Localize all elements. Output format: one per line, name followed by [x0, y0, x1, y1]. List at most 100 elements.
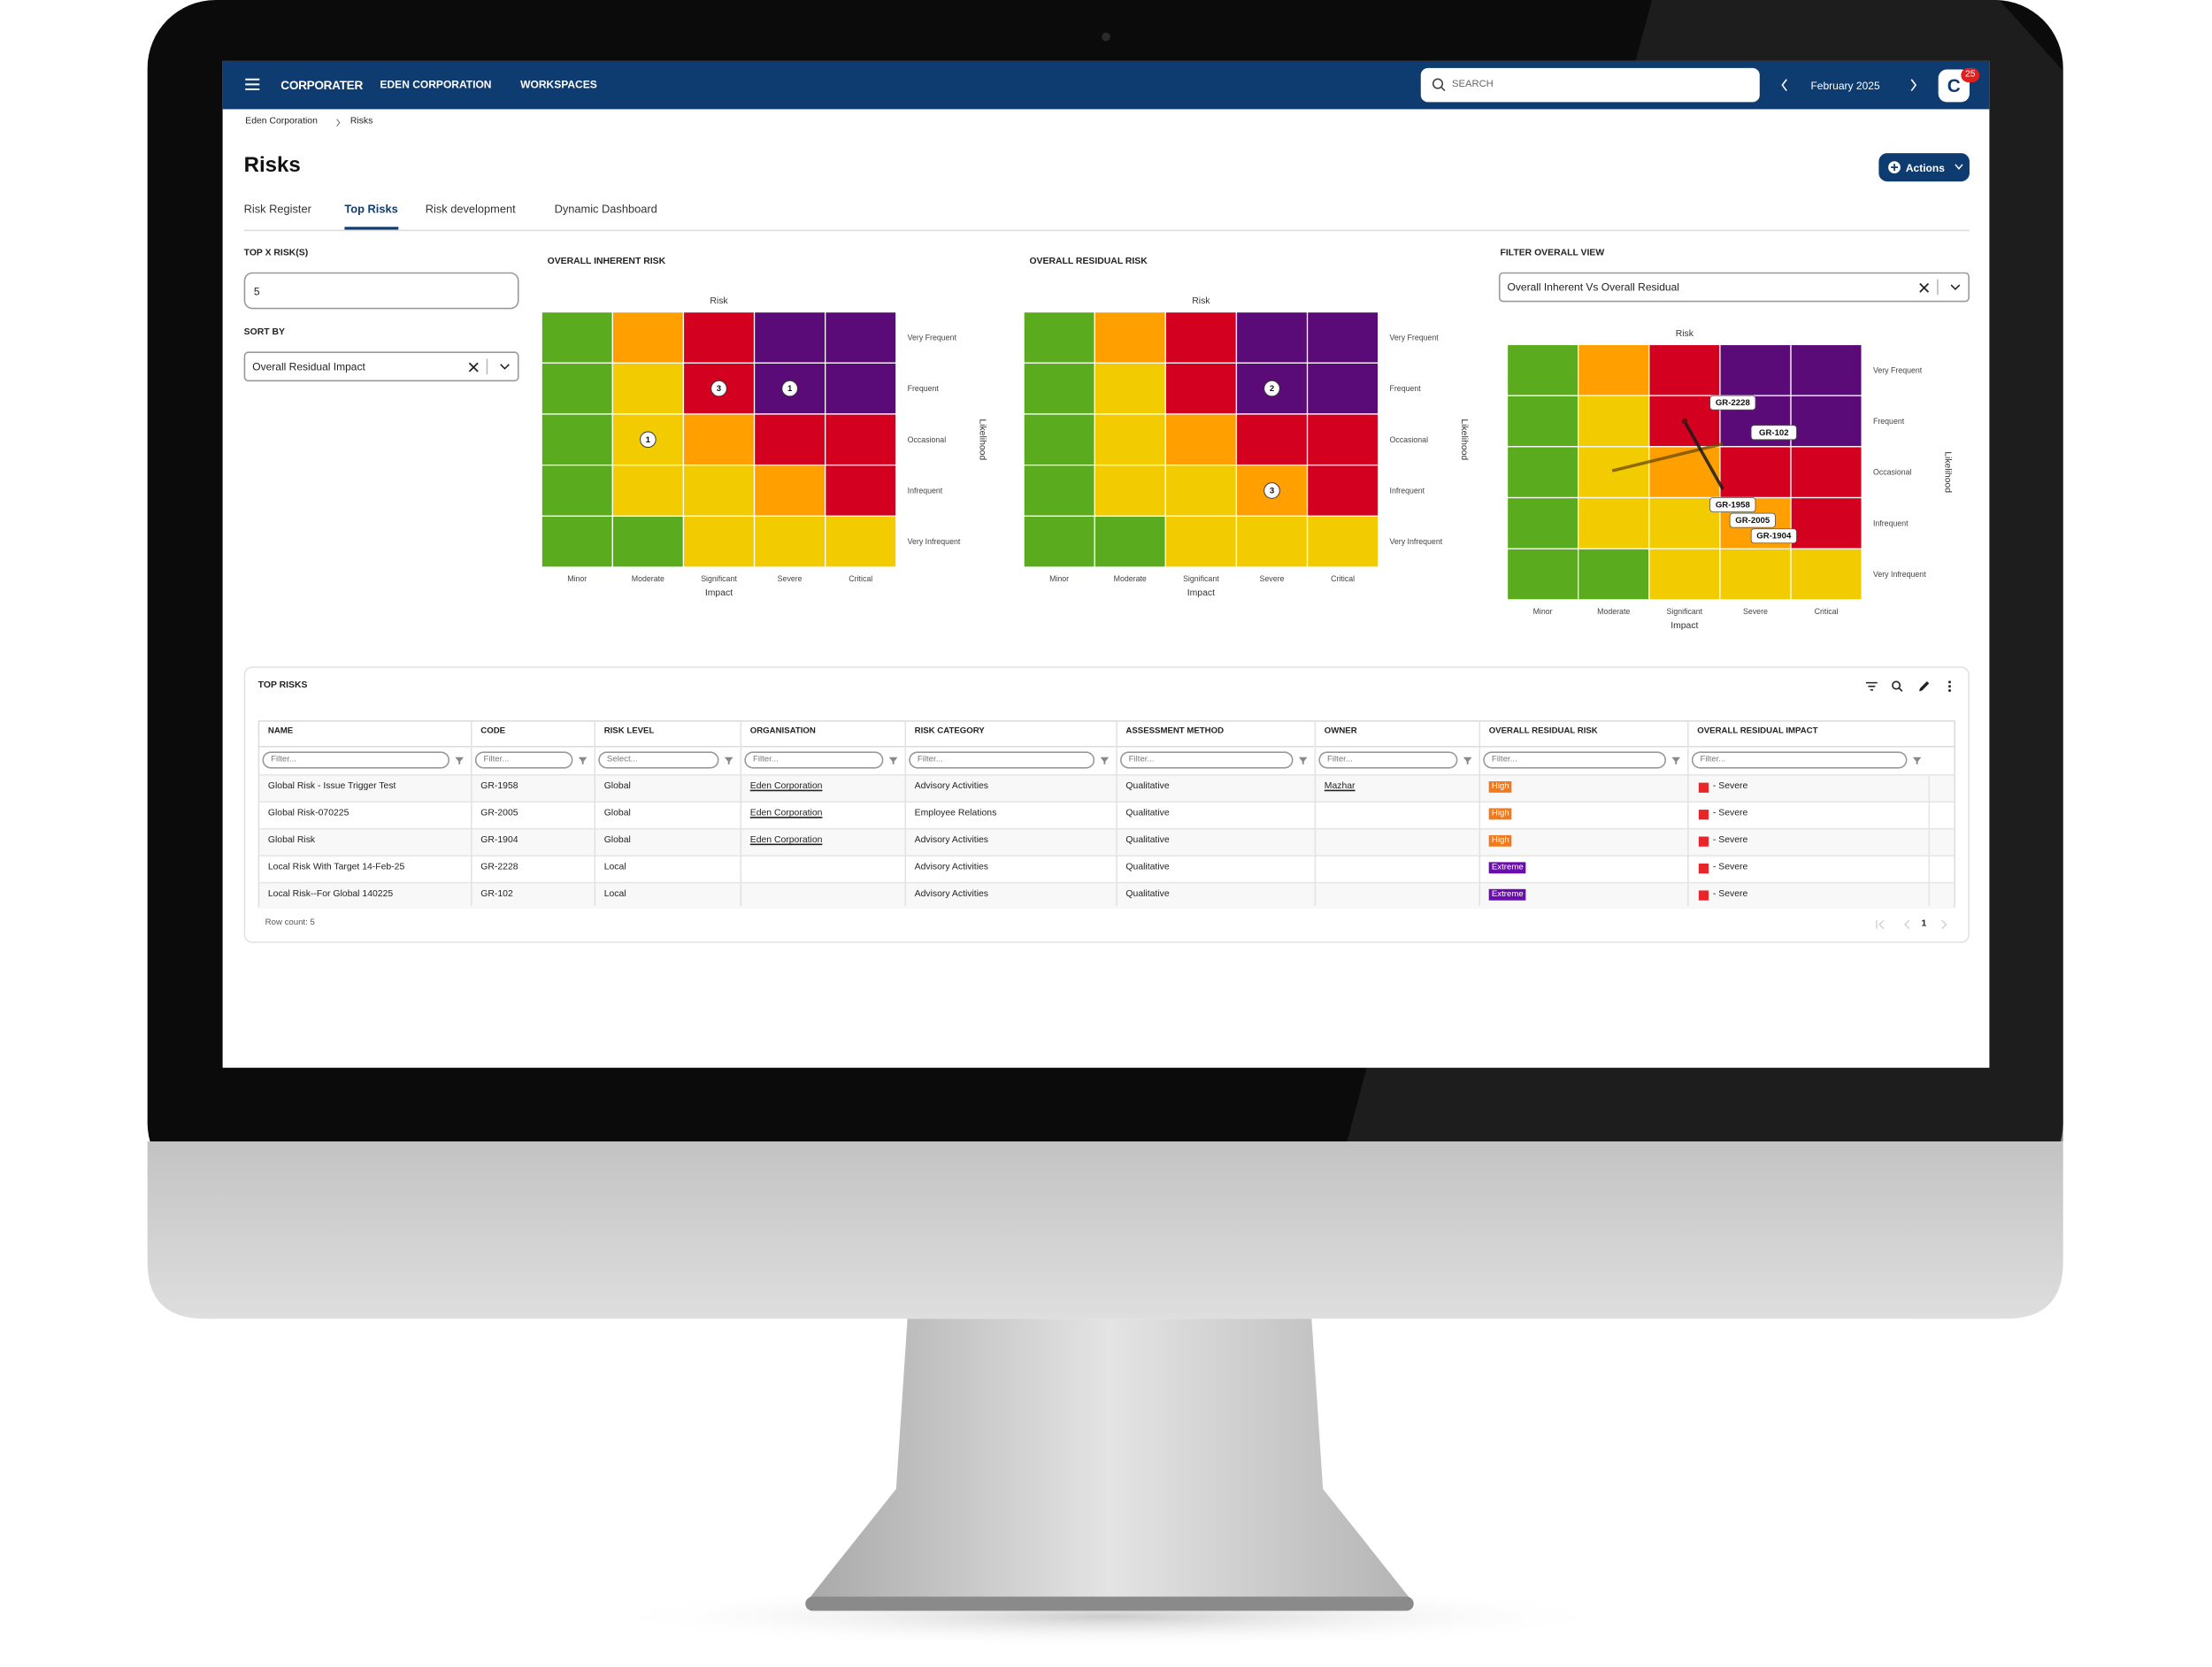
- column-header[interactable]: ORGANISATION: [749, 727, 816, 737]
- heatmap-cell: [1164, 413, 1238, 466]
- table-cell[interactable]: Mazhar: [1324, 781, 1356, 792]
- app-screen: CORPORATER EDEN CORPORATION WORKSPACES SEAR…: [222, 60, 1990, 1068]
- column-header[interactable]: OVERALL RESIDUAL RISK: [1488, 727, 1598, 737]
- search-box[interactable]: SEARCH: [1420, 67, 1760, 103]
- column-divider: [740, 721, 742, 907]
- heatmap-cell: [1164, 362, 1238, 415]
- table-cell[interactable]: Eden Corporation: [749, 808, 823, 818]
- breadcrumb-item[interactable]: Eden Corporation: [245, 116, 318, 127]
- heatmap-cell: [1719, 548, 1792, 601]
- x-axis-title: Impact: [1671, 621, 1698, 631]
- filter-placeholder: Filter...: [1700, 755, 1726, 764]
- heatmap-cell: [1094, 515, 1166, 568]
- column-filter[interactable]: Filter...: [744, 751, 884, 769]
- impact-swatch: [1698, 863, 1709, 873]
- table-cell: Global Risk: [267, 835, 316, 846]
- column-filter[interactable]: Filter...: [1120, 751, 1294, 769]
- sort-by-select[interactable]: Overall Residual Impact: [243, 351, 519, 382]
- previous-period[interactable]: [1781, 79, 1790, 92]
- filter-funnel[interactable]: [1912, 757, 1922, 764]
- table-filter-icon[interactable]: [1865, 681, 1878, 691]
- tab[interactable]: Top Risks: [344, 203, 398, 216]
- top-x-input[interactable]: 5: [243, 272, 519, 310]
- column-header[interactable]: OWNER: [1324, 727, 1357, 737]
- clear-icon[interactable]: [468, 361, 479, 372]
- breadcrumb-item[interactable]: Risks: [349, 116, 373, 127]
- heatmap-cell: [682, 413, 756, 466]
- heatmap-cell: [1235, 311, 1309, 364]
- filter-funnel[interactable]: [1100, 757, 1110, 764]
- table-cell: Advisory Activities: [914, 862, 989, 872]
- filter-placeholder: Filter...: [271, 755, 296, 764]
- notification-badge[interactable]: 25: [1961, 67, 1980, 82]
- view-select[interactable]: Overall Inherent Vs Overall Residual: [1498, 272, 1970, 303]
- tab[interactable]: Risk development: [425, 203, 516, 216]
- filter-funnel[interactable]: [578, 757, 588, 764]
- organisation-menu[interactable]: EDEN CORPORATION: [380, 78, 492, 91]
- filter-funnel[interactable]: [888, 757, 898, 764]
- page-number[interactable]: 1: [1921, 918, 1927, 929]
- column-header[interactable]: RISK LEVEL: [603, 727, 655, 737]
- column-divider: [471, 721, 472, 907]
- heatmap-cell: [825, 464, 897, 517]
- table-cell: Advisory Activities: [914, 888, 989, 900]
- table-menu-icon[interactable]: [1948, 680, 1951, 692]
- table-cell[interactable]: Eden Corporation: [749, 835, 823, 846]
- heatmap-cell: [753, 311, 826, 364]
- heatmap-cell: [1023, 515, 1095, 568]
- column-filter[interactable]: Filter...: [1318, 751, 1458, 769]
- workspaces-menu[interactable]: WORKSPACES: [520, 78, 597, 91]
- previous-page[interactable]: [1904, 919, 1910, 930]
- filter-placeholder: Filter...: [1491, 755, 1517, 764]
- filter-funnel[interactable]: [1463, 757, 1472, 764]
- heatmap-cell: [1306, 311, 1379, 364]
- likelihood-label: Frequent: [908, 384, 940, 393]
- filter-funnel[interactable]: [724, 757, 733, 764]
- row-background: [259, 801, 1955, 828]
- column-filter[interactable]: Select...: [598, 751, 719, 769]
- table-cell: Global Risk - Issue Trigger Test: [267, 781, 396, 792]
- next-page[interactable]: [1941, 919, 1947, 930]
- column-filter[interactable]: Filter...: [909, 751, 1095, 769]
- column-filter[interactable]: Filter...: [1691, 751, 1908, 769]
- column-header[interactable]: RISK CATEGORY: [914, 727, 985, 737]
- filter-funnel[interactable]: [1298, 757, 1308, 764]
- filter-funnel[interactable]: [455, 757, 465, 764]
- column-filter[interactable]: Filter...: [474, 751, 573, 769]
- menu-icon[interactable]: [245, 78, 260, 90]
- select-divider: [486, 358, 488, 375]
- next-period[interactable]: [1910, 79, 1919, 92]
- column-header[interactable]: NAME: [267, 727, 294, 737]
- filter-funnel[interactable]: [1671, 757, 1681, 764]
- column-header[interactable]: ASSESSMENT METHOD: [1125, 727, 1225, 737]
- clear-icon[interactable]: [1919, 282, 1930, 292]
- heatmap-cell: [1790, 496, 1863, 549]
- column-header[interactable]: OVERALL RESIDUAL IMPACT: [1697, 727, 1818, 737]
- impact-label: Significant: [701, 574, 737, 583]
- annotation-label: GR-1904: [1756, 532, 1792, 542]
- select-caret[interactable]: [500, 363, 510, 369]
- search-icon: [1432, 78, 1446, 92]
- heatmap-cell: [1164, 311, 1238, 364]
- tab[interactable]: Risk Register: [243, 203, 311, 216]
- heatmap-cell: [611, 464, 685, 517]
- column-filter[interactable]: Filter...: [1483, 751, 1667, 769]
- heatmap-cell: [1094, 464, 1166, 517]
- first-page[interactable]: [1876, 919, 1885, 930]
- table-cell[interactable]: Eden Corporation: [749, 781, 823, 792]
- likelihood-label: Very Frequent: [1390, 333, 1440, 342]
- likelihood-label: Frequent: [1873, 417, 1905, 426]
- actions-button[interactable]: Actions: [1878, 153, 1970, 182]
- select-caret[interactable]: [1950, 283, 1961, 290]
- likelihood-label: Very Infrequent: [1873, 570, 1926, 579]
- annotation-box: [1750, 528, 1797, 544]
- impact-label: Critical: [849, 574, 872, 583]
- column-filter[interactable]: Filter...: [262, 751, 450, 769]
- column-header[interactable]: CODE: [480, 727, 506, 737]
- table-edit-icon[interactable]: [1918, 680, 1930, 692]
- table-search-icon[interactable]: [1892, 680, 1903, 692]
- heatmap-cell: [1094, 362, 1166, 415]
- impact-label: Moderate: [1597, 607, 1630, 616]
- tab[interactable]: Dynamic Dashboard: [554, 203, 657, 216]
- brand-logo[interactable]: CORPORATER: [280, 77, 363, 92]
